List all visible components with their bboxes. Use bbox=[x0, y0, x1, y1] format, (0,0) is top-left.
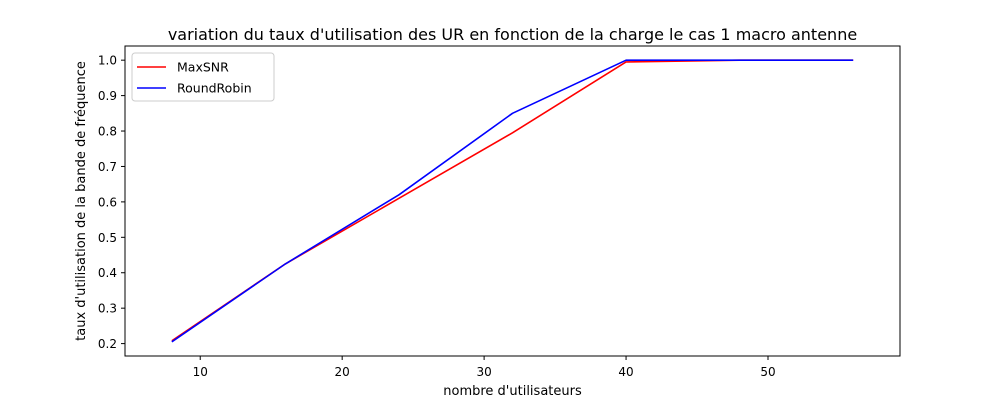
x-axis-label: nombre d'utilisateurs bbox=[443, 384, 582, 399]
legend-label-roundrobin: RoundRobin bbox=[177, 81, 252, 96]
y-tick-label: 0.7 bbox=[98, 160, 117, 174]
legend-box bbox=[131, 52, 275, 102]
y-tick-label: 0.2 bbox=[98, 337, 117, 351]
x-tick-label: 20 bbox=[335, 365, 350, 379]
series-line-maxsnr bbox=[171, 59, 854, 342]
y-axis: 0.2 0.3 0.4 0.5 0.6 0.7 0.8 0.9 1.0 bbox=[98, 54, 125, 351]
x-axis: 10 20 30 40 50 bbox=[193, 356, 776, 379]
series-line-roundrobin bbox=[171, 59, 854, 343]
y-tick-label: 0.9 bbox=[98, 89, 117, 103]
y-tick-label: 0.3 bbox=[98, 302, 117, 316]
legend: MaxSNR RoundRobin bbox=[131, 52, 275, 102]
y-tick-label: 0.6 bbox=[98, 195, 117, 209]
chart-title: variation du taux d'utilisation des UR e… bbox=[168, 25, 857, 44]
x-tick-label: 30 bbox=[476, 365, 491, 379]
y-tick-label: 1.0 bbox=[98, 54, 117, 68]
plot-frame bbox=[124, 45, 901, 357]
plot-area bbox=[171, 59, 854, 343]
legend-label-maxsnr: MaxSNR bbox=[177, 60, 229, 75]
x-tick-label: 10 bbox=[193, 365, 208, 379]
x-tick-label: 50 bbox=[760, 365, 775, 379]
y-axis-label: taux d'utilisation de la bande de fréque… bbox=[74, 61, 89, 341]
y-tick-label: 0.8 bbox=[98, 125, 117, 139]
x-tick-label: 40 bbox=[618, 365, 633, 379]
y-tick-label: 0.4 bbox=[98, 266, 117, 280]
y-tick-label: 0.5 bbox=[98, 231, 117, 245]
